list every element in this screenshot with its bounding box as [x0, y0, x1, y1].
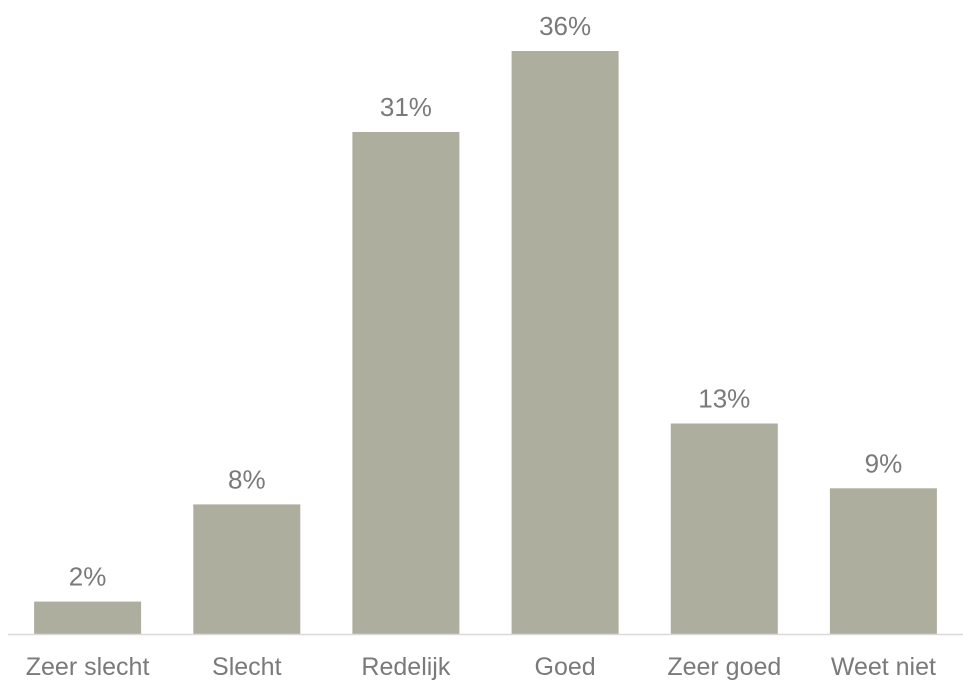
- x-tick-labels-group: Zeer slecht Slecht Redelijk Goed Zeer goed We…: [26, 653, 936, 680]
- bar-redelijk: [352, 132, 460, 634]
- bar-zeer-goed: [670, 423, 778, 634]
- x-tick-label-zeer-goed: Zeer goed: [667, 653, 781, 680]
- data-label-zeer-goed: 13%: [698, 384, 750, 414]
- x-tick-label-slecht: Slecht: [212, 653, 282, 680]
- bar-goed: [511, 51, 619, 634]
- bar-weet-niet: [829, 488, 937, 635]
- bar-zeer-slecht: [34, 601, 142, 634]
- data-label-goed: 36%: [539, 11, 591, 41]
- data-label-slecht: 8%: [228, 464, 266, 494]
- x-tick-label-zeer-slecht: Zeer slecht: [26, 653, 150, 680]
- x-tick-label-redelijk: Redelijk: [361, 653, 450, 680]
- data-label-zeer-slecht: 2%: [69, 562, 107, 592]
- x-tick-label-goed: Goed: [535, 653, 596, 680]
- value-labels-group: 2% 8% 31% 36% 13% 9%: [69, 11, 902, 592]
- data-label-redelijk: 31%: [380, 92, 432, 122]
- data-label-weet-niet: 9%: [865, 448, 903, 478]
- x-tick-label-weet-niet: Weet niet: [831, 653, 936, 680]
- bar-slecht: [193, 504, 301, 634]
- bars-group: [34, 51, 937, 635]
